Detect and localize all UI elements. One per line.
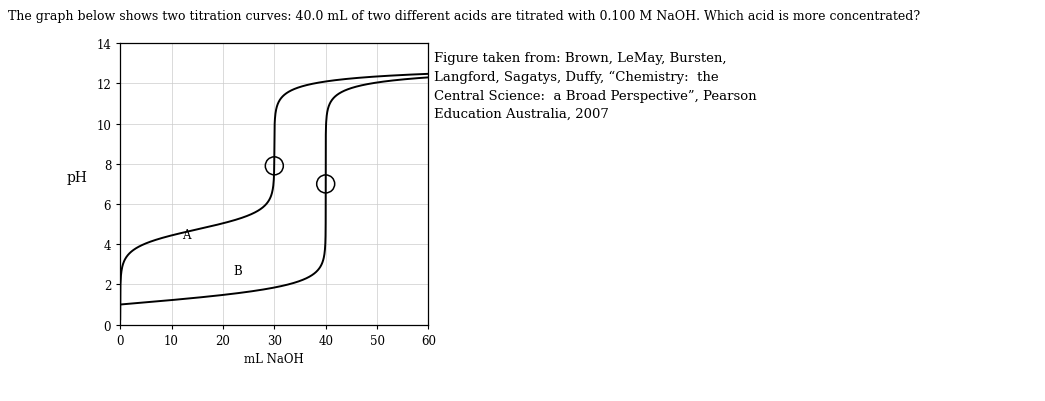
Y-axis label: pH: pH xyxy=(67,170,88,184)
Text: The graph below shows two titration curves: 40.0 mL of two different acids are t: The graph below shows two titration curv… xyxy=(8,10,921,23)
Text: Figure taken from: Brown, LeMay, Bursten,
Langford, Sagatys, Duffy, “Chemistry: : Figure taken from: Brown, LeMay, Bursten… xyxy=(434,52,757,121)
X-axis label: mL NaOH: mL NaOH xyxy=(245,352,304,365)
Text: A: A xyxy=(182,229,190,241)
Text: B: B xyxy=(233,265,242,277)
